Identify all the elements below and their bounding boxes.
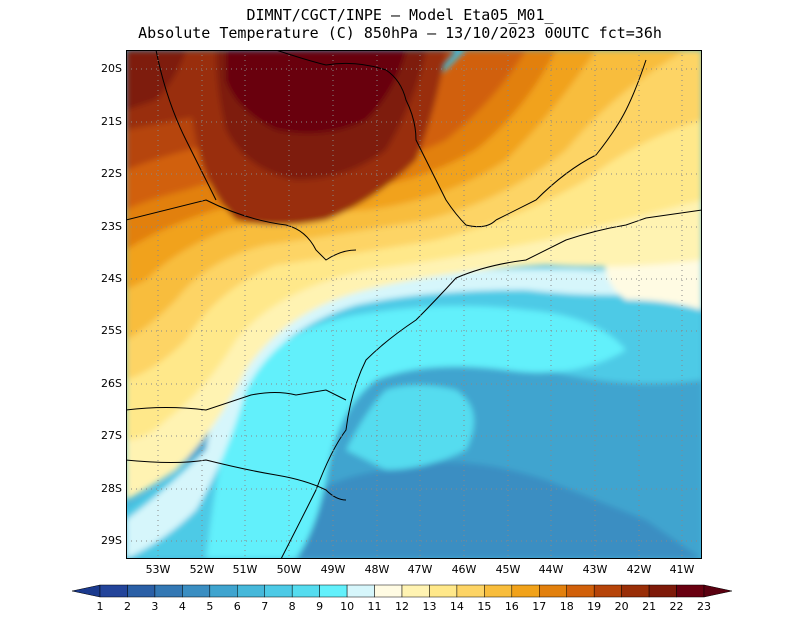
colorbar-low-arrow	[71, 584, 101, 598]
lon-label: 50W	[276, 563, 302, 576]
state-border-sp-pr	[126, 199, 357, 261]
colorbar-swatch	[154, 584, 183, 598]
colorbar-swatch	[182, 584, 211, 598]
lon-label: 44W	[538, 563, 564, 576]
lon-label: 46W	[451, 563, 477, 576]
colorbar-tick-label: 3	[151, 600, 159, 613]
state-border-west	[155, 50, 217, 201]
graticule	[126, 50, 702, 559]
field-band-9	[206, 306, 626, 559]
colorbar-swatch	[264, 584, 293, 598]
colorbar-swatch	[291, 584, 320, 598]
field-band-21-west	[126, 50, 186, 110]
colorbar-tick-label: 9	[316, 600, 324, 613]
colorbar: 1 2 3 4 5 6 7 8 9 10 11 12 13 14 15 16 17 18 19 20 21 22 23	[71, 583, 733, 615]
colorbar-tick-label: 14	[449, 600, 464, 613]
lat-label: 28S	[101, 482, 122, 495]
colorbar-tick-label: 19	[587, 600, 602, 613]
lat-label: 23S	[101, 220, 122, 233]
lat-label: 24S	[101, 272, 122, 285]
coastline	[280, 209, 702, 559]
state-border-pr-sc	[126, 389, 347, 411]
colorbar-tick-label: 5	[206, 600, 214, 613]
lon-label: 52W	[189, 563, 215, 576]
colorbar-tick-label: 4	[178, 600, 186, 613]
colorbar-swatch	[237, 584, 265, 598]
state-border-sp-mg	[385, 69, 497, 228]
lat-label: 22S	[101, 167, 122, 180]
lat-label: 29S	[101, 534, 122, 547]
lon-label: 41W	[669, 563, 695, 576]
lat-label: 25S	[101, 324, 122, 337]
colorbar-swatch	[648, 584, 677, 598]
colorbar-tick-label: 1	[96, 600, 104, 613]
colorbar-tick-label: 16	[504, 600, 519, 613]
map-canvas	[126, 50, 702, 559]
lat-label: 20S	[101, 62, 122, 75]
lat-label: 21S	[101, 115, 122, 128]
colorbar-swatch	[319, 584, 348, 598]
lon-label: 42W	[626, 563, 652, 576]
colorbar-swatch	[593, 584, 622, 598]
colorbar-tick-label: 17	[532, 600, 547, 613]
colorbar-tick-label: 20	[614, 600, 629, 613]
colorbar-swatch	[621, 584, 650, 598]
field-band-8	[346, 385, 474, 470]
colorbar-strip	[71, 584, 733, 598]
colorbar-swatch	[209, 584, 238, 598]
colorbar-swatch	[511, 584, 540, 598]
lon-label: 48W	[364, 563, 390, 576]
colorbar-tick-label: 6	[233, 600, 241, 613]
colorbar-swatch	[429, 584, 458, 598]
colorbar-swatch	[374, 584, 403, 598]
map-title-line2: Absolute Temperature (C) 850hPa – 13/10/…	[138, 24, 662, 42]
lat-label: 26S	[101, 377, 122, 390]
colorbar-tick-label: 10	[340, 600, 355, 613]
lon-label: 47W	[407, 563, 433, 576]
colorbar-tick-label: 8	[288, 600, 296, 613]
colorbar-tick-label: 18	[559, 600, 574, 613]
colorbar-swatch	[401, 584, 430, 598]
field-band-22	[226, 50, 406, 134]
coastline-borders	[126, 50, 702, 559]
colorbar-tick-label: 23	[697, 600, 711, 613]
colorbar-tick-label: 11	[367, 600, 382, 613]
colorbar-high-arrow	[703, 584, 733, 598]
colorbar-tick-label: 12	[395, 600, 409, 613]
state-border-mg-rj	[495, 59, 647, 221]
colorbar-swatch	[676, 584, 705, 598]
colorbar-swatch	[127, 584, 156, 598]
lon-label: 51W	[232, 563, 258, 576]
field-band-5	[246, 462, 702, 559]
colorbar-tick-label: 15	[477, 600, 492, 613]
colorbar-swatch	[566, 584, 595, 598]
colorbar-swatch	[346, 584, 375, 598]
lon-label: 43W	[582, 563, 608, 576]
field-band-12	[126, 170, 702, 500]
lon-label: 45W	[495, 563, 521, 576]
map-title-line1: DIMNT/CGCT/INPE – Model Eta05_M01_	[246, 6, 554, 24]
colorbar-tick-label: 22	[669, 600, 684, 613]
lon-label: 49W	[320, 563, 346, 576]
colorbar-swatch	[484, 584, 513, 598]
colorbar-tick-label: 21	[642, 600, 657, 613]
colorbar-tick-label: 13	[422, 600, 437, 613]
colorbar-swatch	[539, 584, 567, 598]
lat-label: 27S	[101, 429, 122, 442]
map-frame	[126, 50, 702, 559]
temperature-map	[126, 50, 702, 559]
colorbar-tick-label: 2	[123, 600, 131, 613]
lon-label: 53W	[145, 563, 171, 576]
colorbar-swatch	[456, 584, 485, 598]
colorbar-tick-label: 7	[261, 600, 269, 613]
state-border-sc-rs	[126, 459, 347, 501]
state-border-north	[275, 50, 387, 71]
colorbar-swatch	[99, 584, 128, 598]
